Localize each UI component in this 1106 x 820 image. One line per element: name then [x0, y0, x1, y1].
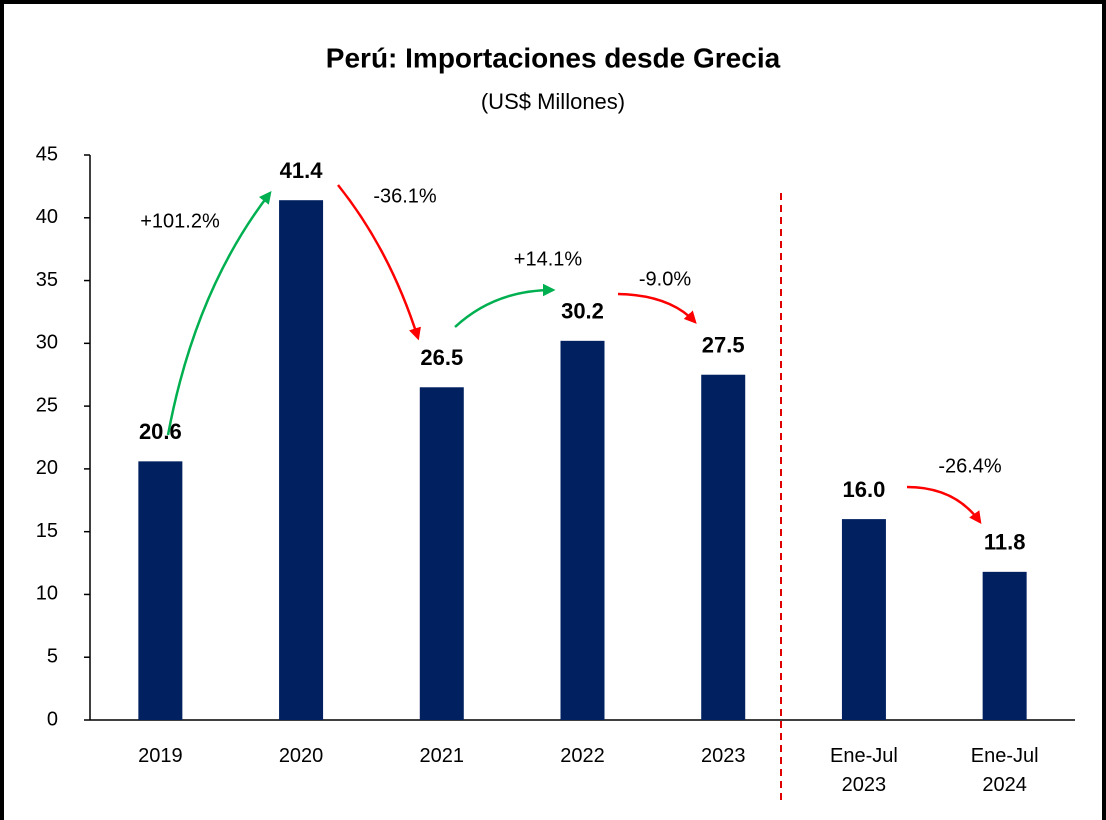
y-tick-label: 0 [47, 708, 58, 730]
annotation-arrow [337, 184, 421, 341]
annotation-arrow [906, 485, 982, 525]
bar [841, 519, 886, 720]
bar [279, 200, 324, 720]
x-tick-label: 2020 [278, 745, 324, 767]
data-label: 11.8 [984, 530, 1026, 555]
y-tick-label: 15 [36, 520, 58, 542]
annotation-label: -36.1% [373, 185, 437, 207]
bar [701, 374, 746, 720]
data-label: 41.4 [280, 158, 324, 183]
y-tick-label: 5 [47, 646, 58, 668]
data-label: 30.2 [561, 299, 604, 324]
y-tick-label: 30 [36, 332, 58, 354]
annotation-label: +101.2% [140, 210, 220, 232]
y-tick-label: 25 [36, 394, 58, 416]
x-tick-label: 2019 [138, 745, 183, 767]
bar [560, 340, 605, 720]
annotation-arrow [454, 283, 556, 328]
annotation-label: +14.1% [514, 248, 583, 270]
x-tick-label: Ene-Jul 2023 [830, 745, 898, 796]
bar [982, 571, 1027, 720]
annotation-arrow [166, 191, 272, 436]
annotation-arrow [617, 292, 697, 324]
bar [138, 461, 183, 720]
annotation-label: -9.0% [639, 268, 691, 290]
chart-subtitle: (US$ Millones) [481, 89, 625, 114]
y-tick-label: 40 [36, 206, 58, 228]
data-label: 27.5 [702, 333, 745, 358]
data-label: 16.0 [843, 477, 886, 502]
bar [419, 387, 464, 720]
y-tick-label: 35 [36, 269, 58, 291]
y-tick-label: 45 [36, 143, 58, 165]
y-tick-label: 20 [36, 457, 58, 479]
x-tick-label: 2021 [419, 745, 465, 767]
y-tick-label: 10 [36, 583, 58, 605]
x-tick-label: 2022 [560, 745, 605, 767]
x-tick-label: Ene-Jul 2024 [970, 745, 1039, 796]
x-tick-label: 2023 [700, 745, 746, 767]
data-label: 26.5 [420, 345, 463, 370]
data-label: 20.6 [139, 419, 182, 444]
chart-title: Perú: Importaciones desde Grecia [326, 42, 781, 73]
annotation-label: -26.4% [938, 455, 1002, 477]
